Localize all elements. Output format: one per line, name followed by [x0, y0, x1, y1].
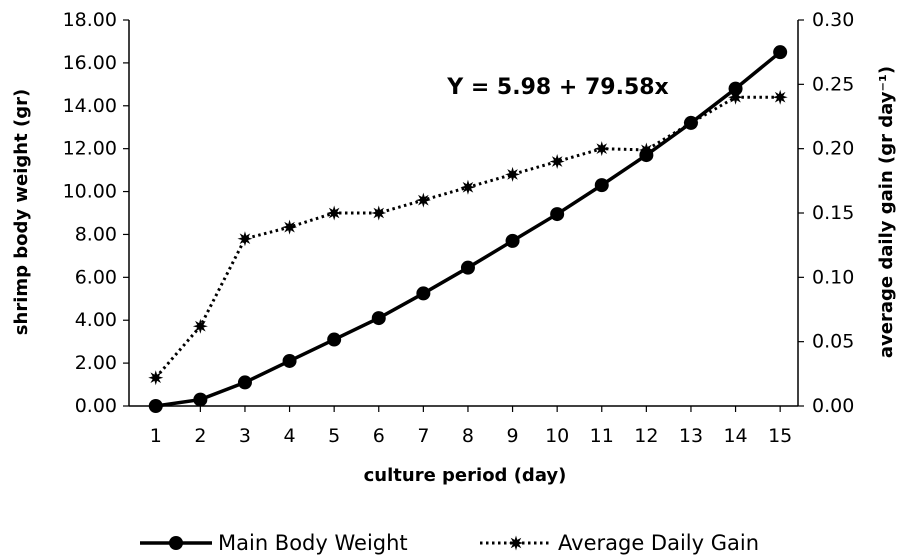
data-point	[773, 45, 788, 60]
legend-marker	[508, 535, 524, 551]
data-point	[549, 154, 565, 170]
right-y-tick-label: 0.30	[812, 9, 854, 31]
x-tick-label: 9	[507, 425, 519, 447]
right-y-tick-label: 0.25	[812, 73, 854, 95]
x-tick-label: 12	[634, 425, 658, 447]
data-point	[326, 205, 342, 221]
right-y-tick-label: 0.05	[812, 331, 854, 353]
right-y-axis-title: average daily gain (gr day⁻¹)	[876, 66, 897, 358]
left-y-tick-label: 18.00	[63, 9, 117, 31]
axes: 0.002.004.006.008.0010.0012.0014.0016.00…	[63, 9, 855, 447]
data-point	[237, 231, 253, 247]
left-y-tick-label: 12.00	[63, 138, 117, 160]
data-point	[550, 207, 565, 222]
x-tick-label: 15	[768, 425, 792, 447]
data-point	[505, 166, 521, 182]
data-point	[594, 141, 610, 157]
data-point	[460, 179, 476, 195]
data-point	[237, 375, 252, 390]
left-y-tick-label: 8.00	[75, 223, 117, 245]
data-point	[282, 219, 298, 235]
right-y-tick-label: 0.10	[812, 266, 854, 288]
x-tick-label: 10	[545, 425, 569, 447]
data-point	[416, 286, 431, 301]
left-y-axis-title: shrimp body weight (gr)	[11, 89, 32, 335]
series-main-body-weight	[148, 45, 788, 413]
data-point	[371, 205, 387, 221]
left-y-tick-label: 0.00	[75, 395, 117, 417]
data-point	[728, 89, 744, 105]
left-y-tick-label: 2.00	[75, 352, 117, 374]
left-y-tick-label: 16.00	[63, 52, 117, 74]
x-tick-label: 13	[679, 425, 703, 447]
data-point	[282, 353, 297, 368]
left-y-tick-label: 4.00	[75, 309, 117, 331]
series-line	[155, 50, 782, 408]
x-tick-label: 6	[373, 425, 385, 447]
series-average-daily-gain	[148, 89, 788, 386]
data-point	[772, 89, 788, 105]
x-tick-label: 1	[150, 425, 162, 447]
left-y-tick-label: 6.00	[75, 266, 117, 288]
data-point	[327, 332, 342, 347]
data-point	[148, 370, 164, 386]
data-point	[415, 192, 431, 208]
x-tick-label: 2	[194, 425, 206, 447]
x-tick-label: 11	[590, 425, 614, 447]
right-y-tick-label: 0.20	[812, 138, 854, 160]
x-axis-title: culture period (day)	[364, 465, 567, 486]
x-tick-label: 3	[239, 425, 251, 447]
data-point	[192, 318, 208, 334]
data-point	[371, 311, 386, 326]
series-line	[154, 95, 781, 379]
data-point	[148, 399, 163, 413]
legend-label: Main Body Weight	[218, 531, 408, 555]
data-point	[683, 115, 699, 131]
x-tick-label: 5	[328, 425, 340, 447]
data-point	[460, 260, 475, 275]
left-y-tick-label: 10.00	[63, 181, 117, 203]
regression-equation: Y = 5.98 + 79.58x	[446, 75, 669, 100]
legend-marker	[169, 536, 183, 550]
x-tick-label: 8	[462, 425, 474, 447]
legend-entry: Main Body Weight	[140, 531, 408, 555]
legend: Main Body Weight Average Daily Gain	[140, 531, 759, 555]
right-y-tick-label: 0.15	[812, 202, 854, 224]
series-layer	[148, 45, 788, 413]
legend-label: Average Daily Gain	[558, 531, 759, 555]
data-point	[638, 142, 654, 158]
x-tick-label: 7	[417, 425, 429, 447]
x-tick-label: 14	[723, 425, 747, 447]
legend-entry: Average Daily Gain	[480, 531, 759, 555]
data-point	[594, 178, 609, 193]
data-point	[505, 233, 520, 248]
data-point	[193, 392, 208, 407]
x-tick-label: 4	[284, 425, 296, 447]
right-y-tick-label: 0.00	[812, 395, 854, 417]
left-y-tick-label: 14.00	[63, 95, 117, 117]
data-point	[728, 81, 743, 96]
